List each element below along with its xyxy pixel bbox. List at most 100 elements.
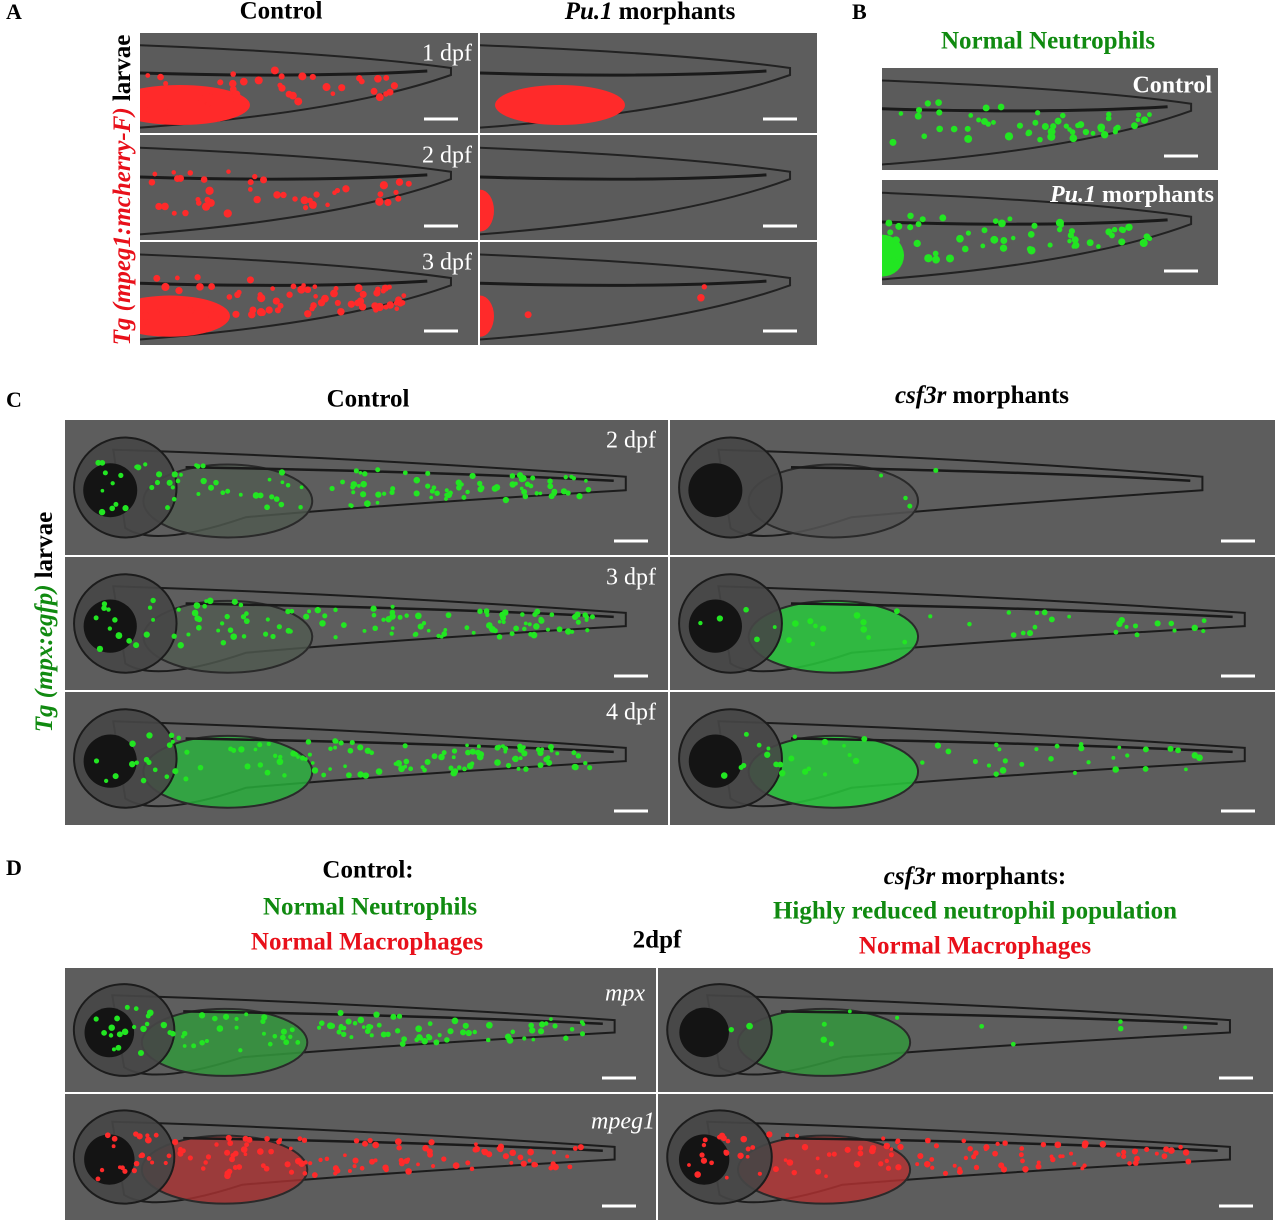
cell [913,239,921,248]
stage-label: 1 dpf [422,41,472,67]
image [72,983,616,1077]
larva-tail [882,191,1193,281]
panel-title: Normal Neutrophils [941,28,1155,55]
cell [413,490,420,497]
cell [322,613,328,619]
cell [390,1013,397,1020]
cell [1135,117,1141,123]
cell [95,1176,101,1182]
cell [373,1158,378,1163]
cell [278,754,283,760]
cell [1140,116,1149,124]
cell [109,505,116,512]
cell [930,1165,935,1170]
vessel [140,69,428,77]
cell [393,189,399,195]
dorsal-line [185,602,614,619]
cell [177,1150,184,1157]
cell [1112,766,1119,773]
yolk-extension [140,85,250,125]
subheader: Highly reduced neutrophil population [773,898,1177,925]
cell [280,1034,286,1041]
cell [478,485,485,491]
cell [369,750,375,756]
cell [244,1012,249,1017]
cell [527,1158,532,1163]
cell [246,1136,253,1143]
cell [445,612,452,619]
cell [160,1021,168,1029]
cell [963,1155,969,1161]
cell [133,1160,140,1167]
cell [397,614,403,620]
cell [375,491,382,498]
cell [469,748,476,755]
cell [572,1146,578,1151]
morphant-word: morphants [1102,182,1214,208]
cell [1060,1154,1065,1159]
cell [362,1140,369,1147]
cell [265,617,270,622]
cell [983,1147,988,1152]
cell [318,1157,323,1163]
image [678,573,1246,674]
cell [1118,238,1126,246]
cell [394,306,400,312]
cell [437,1033,442,1038]
cell [321,772,327,778]
stage-label: 3 dpf [606,565,656,591]
cell [133,642,140,649]
cell [1002,1140,1008,1146]
cell [980,243,986,249]
cell [236,1164,243,1170]
cell [144,1136,152,1144]
yolk-extension [480,189,494,232]
cell [582,612,588,618]
cell [229,1156,235,1163]
cell [491,485,499,492]
cell [278,84,286,92]
cell [294,97,303,106]
cell [878,1161,884,1167]
cell [1175,747,1181,754]
cell [152,171,158,177]
cell [364,747,371,754]
cell [501,619,506,625]
cell [270,66,279,75]
cell [976,117,982,123]
cell [452,768,459,775]
cell [369,1158,375,1165]
cell [301,283,306,288]
morphant-word: morphants: [941,863,1066,890]
cell [1063,123,1069,129]
cell [822,772,828,777]
cell [857,1150,864,1157]
cell [153,1132,159,1138]
cell [451,748,458,754]
cell [968,113,974,118]
cell [972,759,978,765]
side-label: Tg (mpeg1:mcherry-F) larvae [109,35,136,346]
cell [177,642,184,649]
cell [112,773,119,780]
cell [807,618,814,625]
cell [1168,1147,1175,1154]
cell [895,222,903,230]
cell [175,287,183,295]
cell [694,1171,701,1178]
cell [497,1145,504,1153]
cell [579,1020,584,1025]
cell [298,72,307,81]
cell [364,500,371,507]
cell [907,224,914,231]
cell [995,1141,1000,1147]
cell [334,739,339,744]
cell [885,1165,892,1171]
cell [754,636,760,643]
transgene: Tg (mpx:egfp) [31,584,58,732]
cell [311,1172,318,1178]
cell [1082,128,1090,136]
cell [1035,1163,1042,1170]
cell [936,109,943,116]
cell [199,1039,205,1046]
